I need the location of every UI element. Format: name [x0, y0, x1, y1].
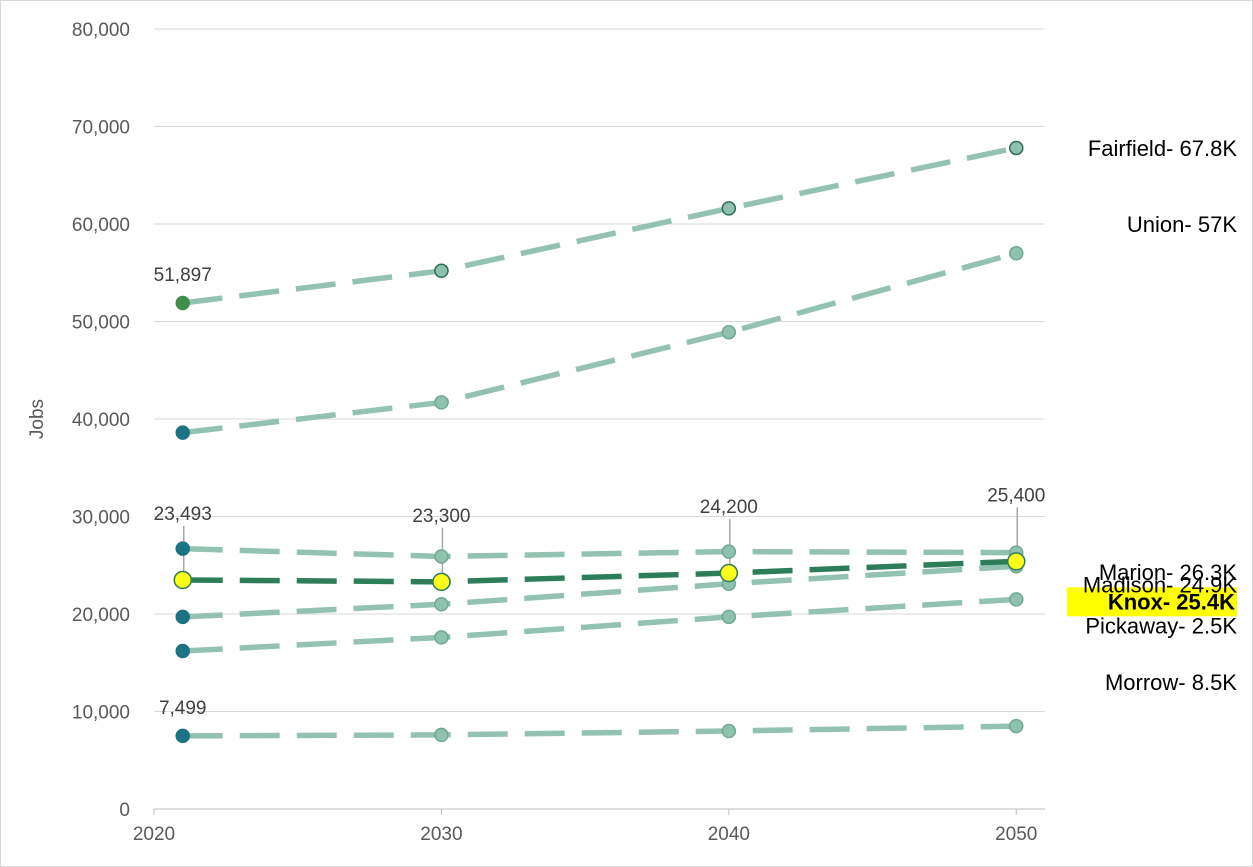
y-tick-label: 0 — [119, 800, 130, 821]
y-tick-label: 70,000 — [72, 118, 130, 139]
y-tick-label: 40,000 — [72, 410, 130, 431]
series-line-marion — [182, 545, 1017, 560]
point-fairfield-2030 — [434, 263, 449, 279]
point-marion-2030 — [434, 549, 449, 564]
y-tick-label: 80,000 — [72, 20, 130, 41]
series-label-highlight — [1067, 587, 1237, 617]
series-lines — [182, 145, 1017, 739]
label-leaders — [182, 507, 1019, 573]
series-line-pickaway — [182, 596, 1017, 654]
point-pickaway-2040 — [721, 609, 737, 625]
series-label-union: Union- 57K — [1127, 212, 1237, 237]
data-label-morrow: 7,499 — [159, 698, 207, 719]
series-label-knox: Knox- 25.4K — [1108, 589, 1235, 614]
point-morrow-2040 — [721, 723, 737, 739]
x-tick-label: 2040 — [708, 824, 750, 845]
point-morrow-2030 — [434, 727, 449, 743]
y-axis-title: Jobs — [27, 399, 48, 439]
point-marion-2040 — [721, 544, 737, 559]
point-knox-2040 — [719, 563, 739, 583]
series-label-morrow: Morrow- 8.5K — [1105, 670, 1237, 695]
y-tick-label: 60,000 — [72, 215, 130, 236]
gridlines — [154, 28, 1045, 712]
point-pickaway-2050 — [1009, 592, 1024, 607]
point-morrow-2050 — [1009, 718, 1024, 734]
x-tick-label: 2030 — [420, 824, 462, 845]
data-label-fairfield: 51,897 — [154, 265, 212, 286]
point-fairfield-2040 — [721, 201, 737, 216]
series-line-morrow — [182, 723, 1017, 739]
y-tick-label: 20,000 — [72, 605, 130, 626]
y-tick-label: 50,000 — [72, 313, 130, 334]
point-pickaway-2021 — [175, 643, 190, 659]
series-line-knox — [182, 558, 1017, 585]
series-label-marion: Marion- 26.3K — [1099, 560, 1238, 585]
data-label-knox: 23,493 — [154, 504, 212, 525]
point-fairfield-2050 — [1009, 140, 1024, 156]
x-tick-label: 2020 — [133, 824, 175, 845]
point-madison-2030 — [434, 597, 449, 612]
x-tick-label: 2050 — [995, 824, 1037, 845]
data-labels: 51,897 7,499 23,493 23,300 24,200 25,400 Fairf… — [154, 136, 1238, 719]
series-label-madison: Madison- 24.9K — [1083, 573, 1237, 598]
point-knox-2050 — [1007, 552, 1026, 571]
point-union-2021 — [175, 425, 190, 440]
data-label-knox: 25,400 — [987, 485, 1045, 506]
data-label-knox: 24,200 — [700, 497, 758, 518]
point-fairfield-2021 — [175, 295, 190, 311]
series-markers — [173, 140, 1026, 744]
point-knox-2021 — [173, 570, 192, 590]
point-knox-2030 — [432, 572, 451, 592]
data-label-knox: 23,300 — [412, 506, 470, 527]
series-label-fairfield: Fairfield- 67.8K — [1088, 136, 1238, 161]
y-tick-label: 30,000 — [72, 508, 130, 529]
series-label-pickaway: Pickaway- 2.5K — [1085, 614, 1237, 639]
series-line-fairfield — [182, 145, 1017, 306]
axes: 0 10,000 20,000 30,000 40,000 50,000 60,000 70,… — [72, 20, 1045, 845]
point-morrow-2021 — [175, 728, 190, 744]
series-line-madison — [182, 563, 1017, 620]
y-tick-label: 10,000 — [72, 703, 130, 724]
point-union-2050 — [1009, 246, 1024, 261]
point-pickaway-2030 — [434, 630, 449, 645]
point-union-2030 — [434, 395, 449, 410]
point-madison-2021 — [175, 609, 190, 625]
point-marion-2021 — [175, 541, 190, 556]
point-union-2040 — [721, 324, 737, 340]
series-line-union — [182, 250, 1017, 436]
